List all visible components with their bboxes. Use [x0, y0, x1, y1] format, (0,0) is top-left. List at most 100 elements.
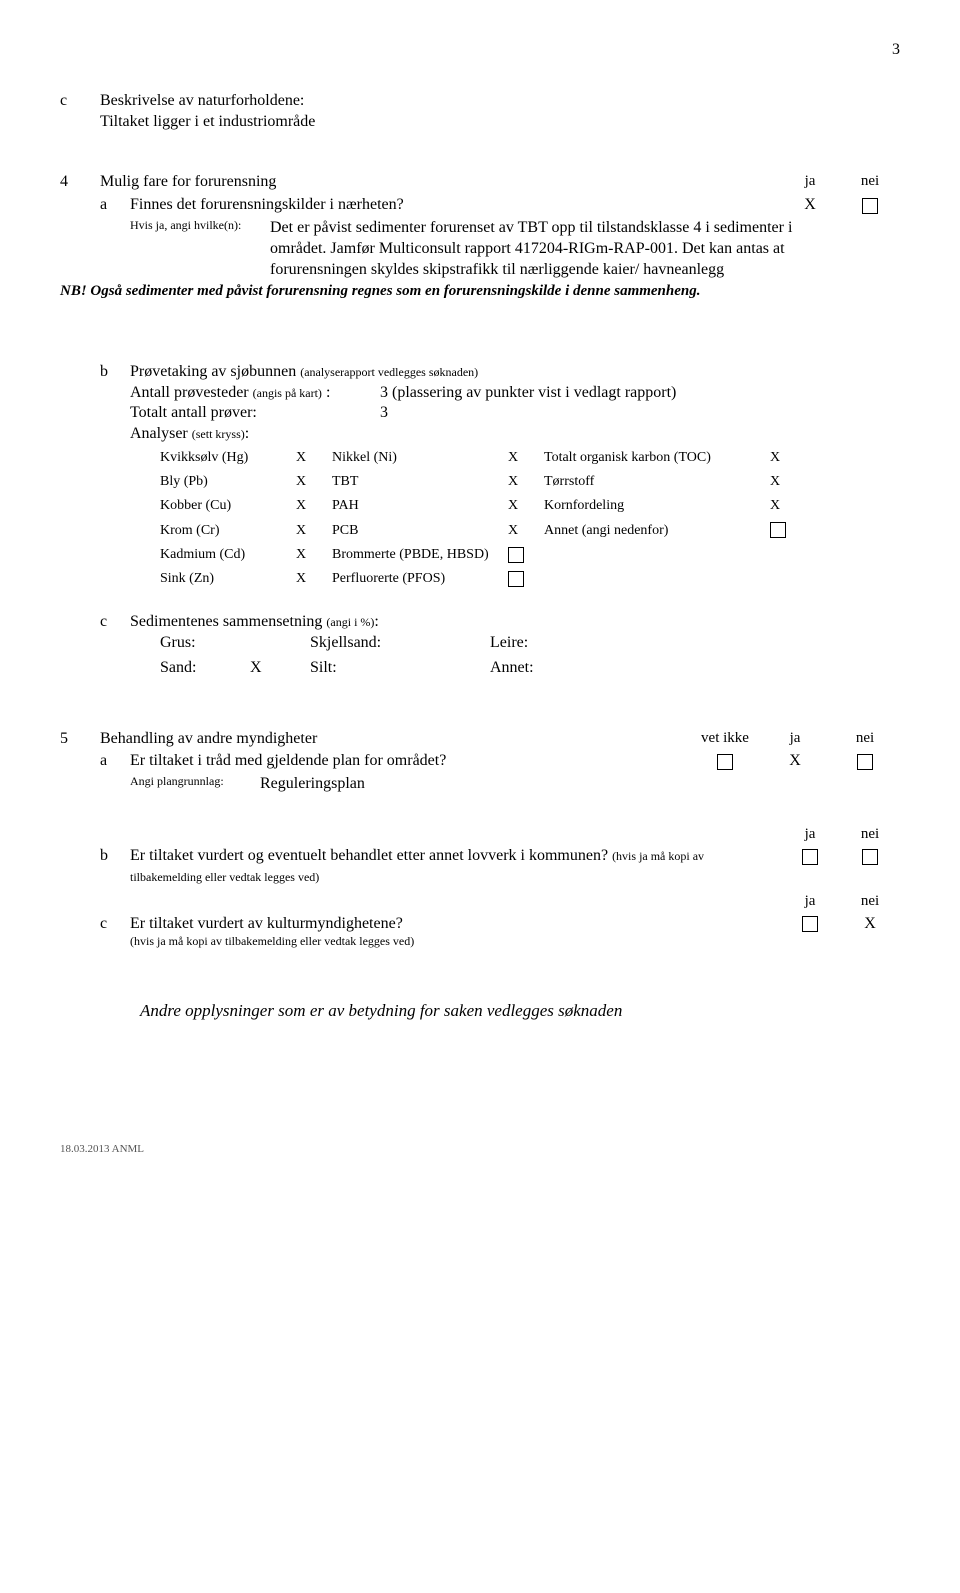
grid-val: X: [296, 570, 326, 588]
section-5b-text: Er tiltaket vurdert og eventuelt behandl…: [130, 847, 608, 864]
section-5c-ja: [780, 914, 840, 950]
section-5c-janei-header: ja nei: [60, 892, 900, 912]
antall-sep: :: [326, 384, 330, 401]
section-5a-label: a: [100, 751, 130, 772]
sed-leire: Leire:: [490, 633, 610, 654]
sediment-grid: Grus: Skjellsand: Leire: Sand:X Silt: An…: [160, 633, 900, 679]
totalt-label: Totalt antall prøver:: [130, 403, 380, 424]
grid-val: X: [508, 522, 538, 540]
section-5b-janei-header: ja nei: [60, 825, 900, 845]
section-c-row: c Beskrivelse av naturforholdene: Tiltak…: [60, 91, 900, 133]
grid-cell: Kvikksølv (Hg): [160, 449, 290, 467]
checkbox-icon: [508, 571, 524, 587]
analyser-grid: Kvikksølv (Hg)X Nikkel (Ni)X Totalt orga…: [160, 449, 900, 588]
section-4a-ja: X: [780, 195, 840, 216]
section-5b-row: b Er tiltaket vurdert og eventuelt behan…: [60, 846, 900, 888]
grid-val: [508, 570, 538, 588]
nei-header-5b: nei: [840, 825, 900, 845]
antall-val: 3 (plassering av punkter vist i vedlagt …: [380, 383, 676, 404]
grid-val: X: [296, 522, 326, 540]
section-5a-text: Er tiltaket i tråd med gjeldende plan fo…: [130, 751, 690, 772]
section-c2-note: (angi i %): [326, 615, 374, 629]
section-5c-text: Er tiltaket vurdert av kulturmyndigheten…: [130, 914, 780, 935]
grid-cell: Krom (Cr): [160, 522, 290, 540]
grid-cell: Nikkel (Ni): [332, 449, 502, 467]
sed-grus: Grus:: [160, 633, 250, 654]
checkbox-icon: [802, 849, 818, 865]
antall-note: (angis på kart): [253, 386, 322, 400]
sed-skjell: Skjellsand:: [310, 633, 430, 654]
grid-cell: Bly (Pb): [160, 473, 290, 491]
section-4a-nei: [840, 195, 900, 216]
grid-val: X: [296, 497, 326, 515]
section-c2-title: Sedimentenes sammensetning: [130, 613, 322, 630]
sed-sand-val: X: [250, 658, 310, 679]
ja-header-5b: ja: [780, 825, 840, 845]
section-c-text: Tiltaket ligger i et industriområde: [100, 112, 900, 133]
grid-val: [508, 546, 538, 564]
sed-silt: Silt:: [310, 658, 430, 679]
section-5a-nei: [830, 751, 900, 772]
section-4-title: Mulig fare for forurensning: [100, 172, 780, 193]
grid-val: X: [508, 473, 538, 491]
section-c2-sep: :: [374, 613, 378, 630]
section-c2-label: c: [100, 612, 130, 633]
section-4-header: 4 Mulig fare for forurensning ja nei: [60, 172, 900, 193]
ja-header-5c: ja: [780, 892, 840, 912]
grid-cell: Sink (Zn): [160, 570, 290, 588]
section-5-num: 5: [60, 729, 100, 750]
section-b-title-note: (analyserapport vedlegges søknaden): [300, 365, 478, 379]
analyser-label: Analyser: [130, 425, 188, 442]
grid-cell: Kornfordeling: [544, 497, 764, 515]
grid-val: X: [296, 546, 326, 564]
sed-sand: Sand:: [160, 658, 250, 679]
grid-val: X: [296, 473, 326, 491]
section-5c-row: c Er tiltaket vurdert av kulturmyndighet…: [60, 914, 900, 950]
checkbox-icon: [802, 916, 818, 932]
section-5-title: Behandling av andre myndigheter: [100, 729, 690, 750]
section-4a-row: a Finnes det forurensningskilder i nærhe…: [60, 195, 900, 216]
ja-header-5: ja: [760, 729, 830, 750]
grid-cell: Annet (angi nedenfor): [544, 522, 764, 540]
section-5b-ja: [780, 846, 840, 888]
section-5a-ja: X: [760, 751, 830, 772]
section-5c-label: c: [100, 914, 130, 950]
section-4a-label: a: [100, 195, 130, 216]
checkbox-icon: [862, 198, 878, 214]
section-5a-row: a Er tiltaket i tråd med gjeldende plan …: [60, 751, 900, 772]
grid-cell: Tørrstoff: [544, 473, 764, 491]
hvis-label: Hvis ja, angi hvilke(n):: [130, 218, 270, 280]
angi-label: Angi plangrunnlag:: [130, 774, 260, 795]
totalt-val: 3: [380, 403, 388, 424]
section-b-title: Prøvetaking av sjøbunnen: [130, 363, 296, 380]
closing-text: Andre opplysninger som er av betydning f…: [140, 1000, 900, 1022]
section-5a-angi: Angi plangrunnlag: Reguleringsplan: [60, 774, 900, 795]
footer-text: 18.03.2013 ANML: [60, 1142, 900, 1156]
grid-cell: Brommerte (PBDE, HBSD): [332, 546, 502, 564]
nei-header: nei: [840, 172, 900, 193]
section-5c-note: (hvis ja må kopi av tilbakemelding eller…: [130, 934, 780, 950]
grid-val: [770, 522, 800, 540]
grid-cell: Kadmium (Cd): [160, 546, 290, 564]
checkbox-icon: [508, 547, 524, 563]
angi-val: Reguleringsplan: [260, 774, 365, 795]
grid-cell: Perfluorerte (PFOS): [332, 570, 502, 588]
grid-cell: TBT: [332, 473, 502, 491]
grid-val: X: [770, 473, 800, 491]
grid-val: X: [770, 497, 800, 515]
grid-cell: Kobber (Cu): [160, 497, 290, 515]
grid-val: X: [508, 497, 538, 515]
section-4a-hvis: Hvis ja, angi hvilke(n): Det er påvist s…: [60, 218, 900, 280]
section-4-nb: NB! Også sedimenter med påvist forurensn…: [60, 282, 900, 302]
grid-cell: PAH: [332, 497, 502, 515]
section-5-header: 5 Behandling av andre myndigheter vet ik…: [60, 729, 900, 750]
vetikke-header: vet ikke: [690, 729, 760, 750]
checkbox-icon: [862, 849, 878, 865]
grid-val: X: [296, 449, 326, 467]
grid-val: X: [508, 449, 538, 467]
checkbox-icon: [717, 754, 733, 770]
section-5b-label: b: [100, 846, 130, 888]
section-5b-nei: [840, 846, 900, 888]
checkbox-icon: [857, 754, 873, 770]
section-c-label: c: [60, 91, 100, 112]
